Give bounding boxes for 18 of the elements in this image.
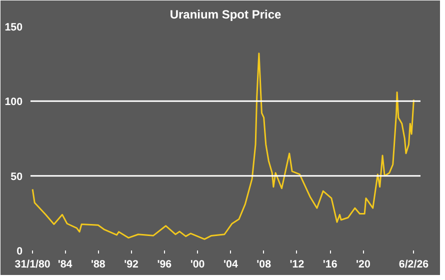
x-tick-label: '20 [356, 258, 370, 270]
x-tick-label: '92 [124, 258, 139, 270]
x-tick-label: '96 [157, 258, 172, 270]
y-tick-label: 100 [4, 96, 23, 108]
chart-title: Uranium Spot Price [170, 8, 282, 22]
x-tick-label: '04 [223, 258, 238, 270]
x-tick-label: '84 [58, 258, 72, 270]
x-tick-label: '08 [256, 258, 272, 270]
x-tick-label: '88 [90, 258, 106, 270]
x-tick-label: '16 [322, 258, 338, 270]
line-series [32, 52, 414, 240]
y-tick-label: 50 [10, 170, 23, 183]
y-tick-label: 0 [16, 246, 23, 258]
x-tick-label: '00 [190, 258, 205, 270]
x-tick-label: '12 [290, 258, 304, 270]
x-tick-label: 31/1/80 [14, 258, 50, 270]
x-tick-label: 6/2/26 [398, 258, 429, 270]
y-tick-label: 150 [4, 22, 23, 34]
